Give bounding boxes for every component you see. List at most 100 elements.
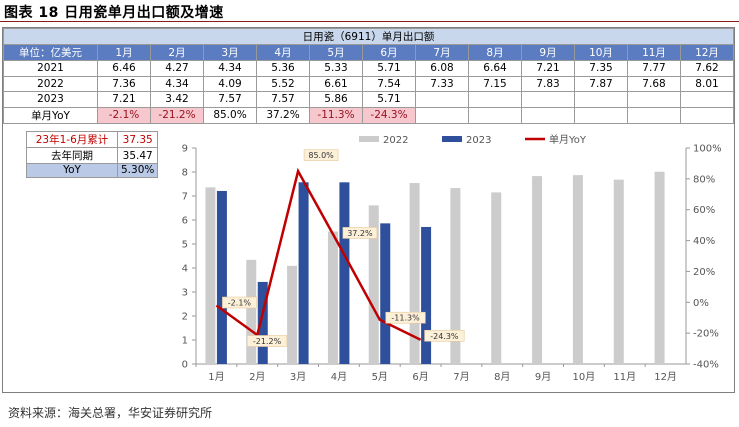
table-row: 2022 7.36 4.34 4.09 5.52 6.61 7.54 7.33 7.15 7.83…	[3, 75, 734, 92]
x-tick-label: 11月	[613, 371, 636, 383]
table-header-cell: 6月	[362, 44, 416, 61]
table-title: 日用瓷（6911）单月出口额	[3, 28, 734, 45]
bar-2022	[491, 192, 502, 364]
x-tick-label: 4月	[331, 371, 347, 383]
left-tick-label: 2	[182, 312, 188, 323]
bar-2022	[654, 171, 665, 364]
right-tick-label: 0%	[693, 298, 709, 309]
right-tick-label: -20%	[693, 329, 719, 340]
left-tick-label: 8	[182, 168, 188, 179]
right-tick-label: 60%	[693, 205, 715, 216]
summary-value: 5.30%	[116, 163, 159, 178]
bar-2022	[572, 175, 583, 364]
x-tick-label: 12月	[654, 371, 677, 383]
table-cell: -2.1%	[97, 106, 151, 124]
x-tick-label: 7月	[453, 371, 469, 383]
summary-row: 去年同期 35.47	[26, 147, 159, 164]
table-header-cell: 5月	[309, 44, 363, 61]
monthly-export-table: 日用瓷（6911）单月出口额 单位：亿美元 1月 2月 3月 4月 5月 6月 7月 8月 9月 10…	[3, 28, 734, 124]
yoy-data-label: -11.3%	[391, 314, 420, 323]
table-cell: 7.21	[97, 91, 151, 108]
left-tick-label: 9	[182, 144, 188, 155]
table-header-cell: 4月	[256, 44, 310, 61]
bar-2022	[409, 183, 420, 364]
table-header-cell: 3月	[203, 44, 257, 61]
x-tick-label: 9月	[535, 371, 551, 383]
bar-2022	[287, 265, 298, 364]
bar-2022	[327, 231, 338, 364]
x-tick-label: 1月	[208, 371, 224, 383]
table-cell: -24.3%	[362, 106, 416, 124]
table-cell: 7.77	[627, 60, 681, 77]
table-header-cell: 单位：亿美元	[3, 44, 98, 61]
table-row: 2023 7.21 3.42 7.57 7.57 5.86 5.71	[3, 91, 734, 108]
table-header-cell: 10月	[574, 44, 628, 61]
yoy-data-label: -2.1%	[228, 299, 252, 308]
legend-label: 单月YoY	[549, 134, 587, 146]
summary-row: YoY 5.30%	[26, 163, 159, 178]
bar-2023	[339, 182, 350, 364]
table-cell: 85.0%	[203, 106, 257, 124]
table-header-cell: 1月	[97, 44, 151, 61]
x-tick-label: 8月	[494, 371, 510, 383]
bar-2022	[450, 188, 461, 364]
bar-2022	[368, 205, 379, 364]
yoy-data-label: -21.2%	[253, 337, 282, 346]
right-tick-label: 40%	[693, 236, 715, 247]
figure-title: 图表 18 日用瓷单月出口额及增速	[4, 5, 224, 21]
x-tick-label: 6月	[412, 371, 428, 383]
summary-label: 去年同期	[26, 147, 118, 164]
yoy-data-label: 37.2%	[347, 229, 373, 238]
table-cell	[680, 106, 734, 124]
left-tick-label: 5	[182, 240, 188, 251]
source-note: 资料来源：海关总署，华安证券研究所	[8, 406, 213, 420]
table-cell: 6.64	[468, 60, 522, 77]
yoy-data-label-box	[342, 227, 378, 239]
table-row: 单月YoY -2.1% -21.2% 85.0% 37.2% -11.3% -24.3%	[3, 106, 734, 124]
legend-swatch	[359, 136, 379, 142]
table-header-cell: 8月	[468, 44, 522, 61]
x-tick-label: 2月	[249, 371, 265, 383]
table-cell: 6.61	[309, 75, 363, 92]
table-cell: 7.54	[362, 75, 416, 92]
bar-2022	[205, 187, 216, 364]
bar-2023	[298, 182, 309, 364]
table-header-row: 单位：亿美元 1月 2月 3月 4月 5月 6月 7月 8月 9月 10月 11月 12月	[3, 44, 734, 61]
summary-value: 35.47	[116, 147, 159, 164]
figure-frame	[2, 27, 735, 393]
table-title-row: 日用瓷（6911）单月出口额	[3, 28, 734, 45]
table-cell: 4.09	[203, 75, 257, 92]
yoy-data-label-box	[222, 296, 257, 309]
bar-2022	[246, 259, 257, 364]
left-tick-label: 0	[182, 360, 188, 371]
left-tick-label: 3	[182, 288, 188, 299]
right-tick-label: 20%	[693, 267, 715, 278]
summary-value: 37.35	[116, 131, 159, 148]
right-tick-label: -40%	[693, 360, 719, 371]
table-header-cell: 11月	[627, 44, 681, 61]
bar-2022	[532, 176, 543, 364]
left-tick-label: 7	[182, 192, 188, 203]
left-tick-label: 6	[182, 216, 188, 227]
left-tick-label: 4	[182, 264, 188, 275]
yoy-data-label: 85.0%	[308, 151, 334, 160]
legend-label: 2023	[466, 135, 491, 146]
table-cell: 4.34	[150, 75, 204, 92]
bar-2023	[421, 226, 432, 364]
x-tick-label: 5月	[372, 371, 388, 383]
bar-2022	[613, 179, 624, 364]
yoy-data-label-box	[246, 335, 288, 347]
yoy-data-label-box	[424, 329, 465, 342]
legend-swatch	[442, 136, 462, 142]
x-tick-label: 3月	[290, 371, 306, 383]
table-cell: 37.2%	[256, 106, 310, 124]
table-cell: -21.2%	[150, 106, 204, 124]
legend-label: 2022	[383, 135, 408, 146]
table-cell: 7.35	[574, 60, 628, 77]
yoy-data-label: -24.3%	[430, 332, 459, 341]
summary-label: YoY	[26, 163, 118, 178]
table-cell: 5.33	[309, 60, 363, 77]
yoy-data-label-box	[303, 149, 339, 161]
bar-2023	[216, 190, 227, 364]
